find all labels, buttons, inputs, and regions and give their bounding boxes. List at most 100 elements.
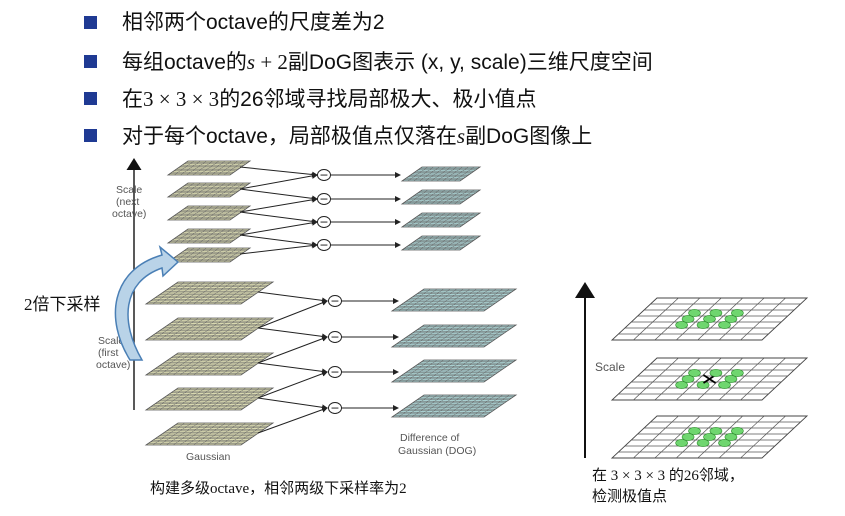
neighbor-point: [703, 433, 716, 441]
flow-arrow: [257, 291, 328, 304]
dog-plane-first-1: [390, 288, 518, 312]
neighbor-point: [675, 439, 688, 447]
flow-arrow: [239, 234, 318, 248]
dog-plane-next-1: [400, 166, 482, 182]
gaussian-plane-first-3: [144, 352, 275, 376]
neighbor-point: [724, 433, 738, 441]
neighbor-point: [709, 309, 723, 317]
flow-arrow: [239, 211, 318, 225]
neighbor-point: [709, 369, 723, 377]
neighbor-point: [696, 321, 710, 329]
dog-grid-1: [610, 297, 809, 341]
neighbor-point: [724, 315, 738, 323]
label-dog: Difference of Gaussian (DOG): [398, 432, 476, 457]
flow-arrow: [239, 196, 318, 213]
flow-arrow: [239, 242, 318, 255]
gaussian-plane-first-5: [144, 422, 275, 446]
minus-operator: −: [317, 239, 331, 252]
flow-arrow: [257, 300, 328, 329]
gaussian-plane-first-2: [144, 317, 275, 341]
neighbor-point: [688, 369, 701, 377]
neighbor-point: [675, 321, 688, 329]
flow-arrow: [257, 406, 328, 434]
octave-planes: − − − − − − − −: [144, 160, 518, 446]
neighborhood-grids: [610, 297, 809, 459]
neighbor-point: [731, 369, 744, 377]
flow-arrow: [257, 362, 328, 375]
bullet-text: 相邻两个octave的尺度差为2: [122, 11, 385, 34]
neighbor-point: [709, 427, 723, 435]
bullet-text: 对于每个octave，局部极值点仅落在s副DoG图像上: [122, 124, 593, 148]
neighbor-point: [724, 375, 738, 383]
flow-arrow: [239, 219, 318, 236]
gaussian-plane-next-2: [166, 182, 252, 198]
flow-arrow: [239, 188, 318, 202]
bullet-marker: [84, 129, 97, 142]
svg-text:−: −: [319, 193, 328, 206]
caption-left: 构建多级octave，相邻两级下采样率为2: [150, 481, 407, 497]
neighbor-point: [718, 439, 731, 447]
gaussian-plane-next-3: [166, 205, 252, 221]
flow-arrow: [257, 327, 328, 340]
gaussian-plane-first-4: [144, 387, 275, 411]
minus-operator: −: [328, 295, 342, 308]
neighbor-point: [681, 433, 695, 441]
neighbor-point: [703, 315, 716, 323]
minus-operator: −: [317, 169, 331, 182]
caption-right-line1: 在 3 × 3 × 3 的26邻域，: [592, 468, 744, 484]
bullet-marker: [84, 55, 97, 68]
downsample-arrow: [114, 244, 180, 361]
bullet-marker: [84, 16, 97, 29]
neighbor-point: [731, 309, 744, 317]
gaussian-plane-next-4: [166, 228, 252, 244]
bullet-text: 每组octave的s + 2副DoG图表示 (x, y, scale)三维尺度空…: [122, 50, 653, 74]
bullet-marker: [84, 92, 97, 105]
svg-text:−: −: [330, 366, 339, 379]
svg-text:−: −: [319, 169, 328, 182]
svg-text:−: −: [330, 295, 339, 308]
minus-operator: −: [317, 216, 331, 229]
flow-arrow: [257, 335, 328, 364]
dog-plane-first-3: [390, 359, 518, 383]
dog-plane-next-4: [400, 235, 482, 251]
caption-right-line2: 检测极值点: [592, 489, 668, 505]
flow-arrow: [239, 166, 318, 178]
flow-arrow: [257, 397, 328, 411]
gaussian-plane-next-5: [166, 247, 252, 263]
neighbor-point: [681, 375, 695, 383]
svg-text:−: −: [330, 331, 339, 344]
svg-text:−: −: [319, 239, 328, 252]
neighbor-point: [718, 321, 731, 329]
downsample-annotation: 2倍下采样: [24, 295, 101, 314]
neighbor-point: [688, 427, 701, 435]
label-next-octave: Scale (next octave): [112, 184, 146, 220]
label-gaussian: Gaussian: [186, 451, 231, 463]
neighbor-point: [696, 381, 710, 389]
dog-grid-3: [610, 415, 809, 459]
dog-grid-2: [610, 357, 809, 401]
neighbor-point: [731, 427, 744, 435]
dog-plane-next-2: [400, 189, 482, 205]
neighbor-point: [675, 381, 688, 389]
minus-operator: −: [328, 402, 342, 415]
dog-plane-first-4: [390, 394, 518, 418]
svg-text:−: −: [319, 216, 328, 229]
flow-arrow: [257, 370, 328, 399]
minus-operator: −: [328, 331, 342, 344]
neighbor-point: [681, 315, 695, 323]
svg-text:−: −: [330, 402, 339, 415]
gaussian-plane-first-1: [144, 281, 275, 305]
dog-plane-first-2: [390, 324, 518, 348]
label-first-octave: Scale (first octave): [96, 335, 130, 371]
dog-plane-next-3: [400, 212, 482, 228]
label-scale-right: Scale: [595, 360, 625, 374]
minus-operator: −: [317, 193, 331, 206]
flow-arrow: [239, 172, 318, 190]
bullet-text: 在3 × 3 × 3的26邻域寻找局部极大、极小值点: [122, 87, 537, 111]
minus-operator: −: [328, 366, 342, 379]
neighbor-point: [718, 381, 731, 389]
neighbor-point: [696, 439, 710, 447]
gaussian-plane-next-1: [166, 160, 252, 176]
neighbor-point: [688, 309, 701, 317]
